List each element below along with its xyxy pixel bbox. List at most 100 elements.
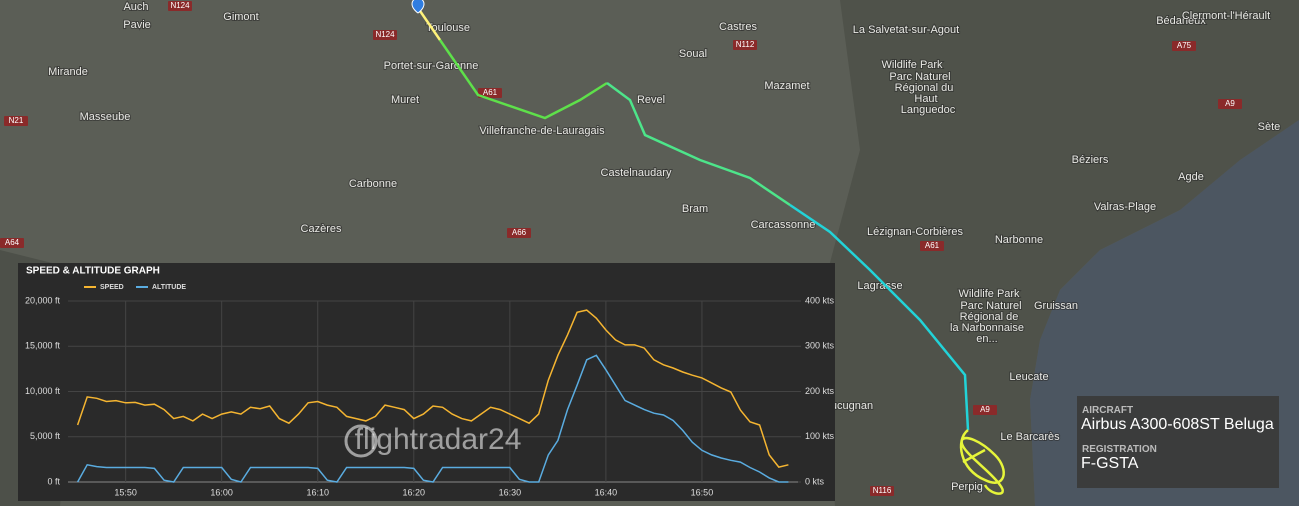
road-label: N116 xyxy=(873,486,892,495)
road-shield: N124 xyxy=(373,30,397,40)
x-tick-label: 16:40 xyxy=(595,487,618,497)
place-label: Béziers xyxy=(1072,154,1109,166)
road-shield: N112 xyxy=(733,40,757,50)
path-segment xyxy=(606,81,791,207)
road-box xyxy=(507,228,531,238)
x-tick-label: 16:20 xyxy=(403,487,426,497)
legend-label: ALTITUDE xyxy=(152,284,186,291)
road-shield: A61 xyxy=(478,88,502,98)
y-tick-label: 10,000 ft xyxy=(25,386,61,396)
place-label: Masseube xyxy=(80,111,131,123)
place-label: Haut xyxy=(914,93,937,105)
place-label: Bram xyxy=(682,203,708,215)
x-tick-label: 16:10 xyxy=(306,487,329,497)
y2-tick-label: 300 kts xyxy=(805,341,835,351)
place-label: Castelnaudary xyxy=(601,167,672,179)
y-tick-label: 5,000 ft xyxy=(30,431,61,441)
road-shield: A9 xyxy=(1218,99,1242,109)
graph-title: SPEED & ALTITUDE GRAPH xyxy=(26,266,160,277)
road-label: A9 xyxy=(1225,99,1235,108)
place-label: Parc Naturel xyxy=(960,300,1021,312)
road-shield: A75 xyxy=(1172,41,1196,51)
y2-tick-label: 100 kts xyxy=(805,431,835,441)
place-label: Valras-Plage xyxy=(1094,201,1156,213)
place-label: Narbonne xyxy=(995,234,1043,246)
path-segment xyxy=(962,448,986,464)
road-shield: N116 xyxy=(870,486,894,496)
x-tick-label: 16:50 xyxy=(691,487,714,497)
place-label: Lagrasse xyxy=(857,280,902,292)
y-tick-label: 15,000 ft xyxy=(25,341,61,351)
place-label: Gimont xyxy=(223,11,258,23)
place-label: Languedoc xyxy=(901,104,956,116)
place-label: Carcassonne xyxy=(751,219,816,231)
y2-tick-label: 200 kts xyxy=(805,386,835,396)
road-box xyxy=(870,486,894,496)
watermark: flightradar24 xyxy=(355,423,522,456)
road-label: N124 xyxy=(375,30,395,39)
place-label: la Narbonnaise xyxy=(950,322,1024,334)
registration-label: REGISTRATION xyxy=(1082,444,1157,455)
place-label: Wildlife Park xyxy=(958,288,1020,300)
road-shield: N124 xyxy=(168,1,192,11)
series-line xyxy=(76,354,789,483)
terrain xyxy=(820,0,1299,506)
road-label: A66 xyxy=(512,228,527,237)
road-box xyxy=(733,40,757,50)
place-label: Parc Naturel xyxy=(889,71,950,83)
y2-tick-label: 400 kts xyxy=(805,295,835,305)
origin-pin xyxy=(411,0,425,14)
road-box xyxy=(1218,99,1242,109)
y-tick-label: 0 ft xyxy=(47,476,60,486)
road-box xyxy=(168,1,192,11)
road-label: A61 xyxy=(483,88,498,97)
road-box xyxy=(920,241,944,251)
place-label: Toulouse xyxy=(426,22,470,34)
road-box xyxy=(973,405,997,415)
place-label: Revel xyxy=(637,94,665,106)
place-label: Gruissan xyxy=(1034,300,1078,312)
watermark-logo xyxy=(344,424,378,458)
road-box xyxy=(478,88,502,98)
place-label: Lézignan-Corbières xyxy=(867,226,963,238)
place-label: Castres xyxy=(719,21,757,33)
place-label: Pavie xyxy=(123,19,151,31)
place-label: Mazamet xyxy=(764,80,809,92)
place-label: Carbonne xyxy=(349,178,397,190)
x-tick-label: 16:30 xyxy=(499,487,522,497)
road-label: N112 xyxy=(736,40,755,49)
place-label: Cazères xyxy=(301,223,342,235)
legend-label: SPEED xyxy=(100,284,124,291)
path-segment xyxy=(789,203,970,431)
road-shield: N21 xyxy=(4,116,28,126)
place-label: Bédarieux xyxy=(1156,15,1206,27)
aircraft-label: AIRCRAFT xyxy=(1082,405,1134,416)
road-shield: A9 xyxy=(973,405,997,415)
place-label: Mirande xyxy=(48,66,88,78)
registration: F-GSTA xyxy=(1081,455,1139,472)
place-label: Auch xyxy=(123,1,148,13)
place-label: Leucate xyxy=(1009,371,1048,383)
place-label: Perpig xyxy=(951,481,983,493)
road-shield: A61 xyxy=(920,241,944,251)
path-segment xyxy=(416,7,442,41)
graph-bg xyxy=(18,263,835,501)
place-label: Soual xyxy=(679,48,707,60)
place-label: Clermont-l'Hérault xyxy=(1182,10,1270,22)
road-label: A75 xyxy=(1177,41,1192,50)
place-label: Villefranche-de-Lauragais xyxy=(479,125,605,137)
x-tick-label: 15:50 xyxy=(114,487,137,497)
place-label: Régional du xyxy=(895,82,954,94)
flight-path xyxy=(416,7,1005,495)
road-shield: A66 xyxy=(507,228,531,238)
place-label: Agde xyxy=(1178,171,1204,183)
place-label: en... xyxy=(976,333,997,345)
road-label: A9 xyxy=(980,405,990,414)
place-label: Portet-sur-Garonne xyxy=(384,60,479,72)
road-label: N124 xyxy=(170,1,190,10)
road-shield: A64 xyxy=(0,238,24,248)
place-label: Sète xyxy=(1258,121,1281,133)
road-label: N21 xyxy=(9,116,24,125)
